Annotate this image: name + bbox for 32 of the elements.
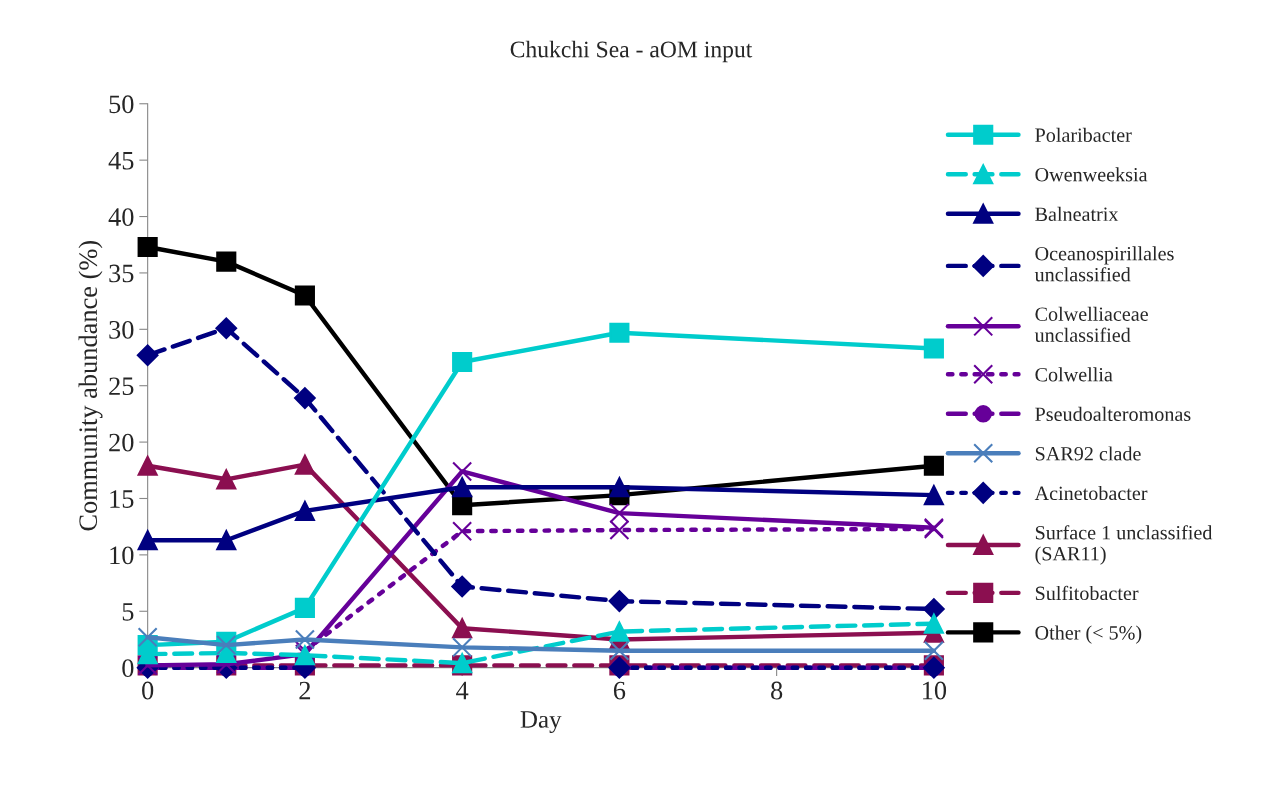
legend-label: Polaribacter bbox=[1035, 127, 1132, 142]
legend-label: Sulfitobacter bbox=[1035, 585, 1139, 601]
y-tick-label: 5 bbox=[122, 603, 134, 621]
chart-title: Chukchi Sea - aOM input bbox=[510, 40, 753, 63]
y-tick-label: 0 bbox=[122, 659, 134, 678]
y-tick-label: 35 bbox=[109, 264, 134, 283]
legend-label: Acinetobacter bbox=[1034, 485, 1148, 501]
legend-label: Surface 1 unclassified (SAR11) bbox=[1035, 525, 1213, 565]
y-axis-title: Community abundance (%) bbox=[78, 241, 103, 531]
x-tick-label: 2 bbox=[299, 681, 311, 700]
y-tick-label: 30 bbox=[109, 320, 134, 339]
y-tick-label: 50 bbox=[109, 95, 134, 114]
x-tick-label: 6 bbox=[613, 681, 626, 700]
y-tick-label: 40 bbox=[108, 208, 134, 226]
legend-label: Owenweeksia bbox=[1035, 167, 1148, 182]
legend-label: Oceanospirillales unclassified bbox=[1034, 246, 1174, 282]
legend-label: Other (< 5%) bbox=[1035, 625, 1142, 644]
legend-label: Balneatrix bbox=[1035, 206, 1119, 222]
legend-label: Colwelliaceae unclassified bbox=[1034, 306, 1148, 342]
x-axis-title: Day bbox=[520, 711, 562, 734]
y-tick-label: 20 bbox=[109, 433, 134, 452]
x-tick-label: 10 bbox=[923, 681, 947, 700]
x-tick-label: 4 bbox=[456, 681, 469, 700]
legend-label: Colwellia bbox=[1035, 367, 1113, 382]
x-tick-label: 8 bbox=[771, 681, 783, 700]
y-tick-label: 45 bbox=[108, 151, 134, 170]
legend-label: SAR92 clade bbox=[1035, 446, 1141, 461]
y-tick-label: 15 bbox=[110, 490, 134, 508]
y-tick-label: 10 bbox=[110, 546, 134, 565]
y-tick-label: 25 bbox=[109, 377, 134, 396]
x-tick-label: 0 bbox=[142, 681, 154, 700]
legend-label: Pseudoalteromonas bbox=[1035, 406, 1191, 422]
